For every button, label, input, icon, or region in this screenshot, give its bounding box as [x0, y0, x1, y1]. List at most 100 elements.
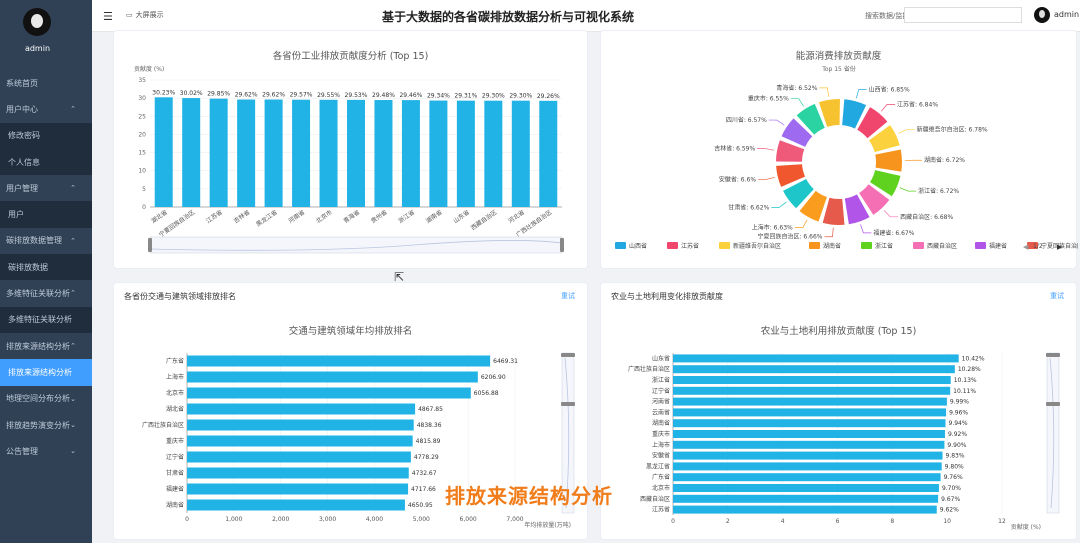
sidebar-item-1[interactable]: 用户中心 ⌃	[0, 96, 92, 122]
bar-label: 29.53%	[345, 92, 368, 99]
bar	[673, 430, 945, 438]
bar	[673, 365, 955, 374]
bar-label: 4650.95	[408, 502, 433, 509]
x-axis-label: 年均排放量(万吨)	[524, 521, 571, 529]
y-tick-label: 重庆市	[652, 430, 670, 438]
bar-label: 6056.88	[474, 390, 499, 397]
bar	[673, 376, 951, 384]
bar-label: 9.92%	[948, 431, 967, 438]
sidebar-item-8[interactable]: 多维特征关联分析 ⌃	[0, 280, 92, 306]
overlay-caption: 排放来源结构分析	[445, 484, 613, 508]
bar-label: 4717.66	[411, 486, 436, 493]
y-tick-label: 30	[138, 95, 146, 102]
pie-label: 吉林省: 6.59%	[714, 145, 755, 153]
sidebar-item-label: 碳排放数据管理	[6, 236, 62, 246]
legend-prev-icon: ◀	[1023, 243, 1029, 251]
bar-label: 29.62%	[262, 92, 285, 99]
sidebar-item-6[interactable]: 碳排放数据管理 ⌃	[0, 228, 92, 254]
x-tick-label: 4	[781, 518, 785, 525]
pie-label-line	[757, 148, 775, 151]
bar-label: 29.46%	[399, 92, 422, 99]
sidebar-item-label: 地理空间分布分析	[6, 394, 70, 404]
bar-label: 6206.90	[481, 374, 506, 381]
y-tick-label: 35	[138, 77, 146, 84]
transport-retry-button[interactable]: 重试	[561, 292, 575, 300]
pie-slice	[781, 118, 813, 147]
pie-label-line	[860, 224, 872, 234]
sidebar-item-7[interactable]: 碳排放数据	[0, 254, 92, 281]
sidebar-item-label: 公告管理	[6, 446, 38, 456]
sidebar-item-label: 多维特征关联分析	[8, 315, 72, 325]
bar-label: 6469.31	[493, 358, 518, 365]
pie-slice	[857, 107, 888, 139]
zoom-slider-shadow	[149, 240, 563, 251]
sidebar-item-5[interactable]: 用户	[0, 201, 92, 228]
bar-label: 30.02%	[180, 90, 203, 97]
sidebar-item-10[interactable]: 排放来源结构分析 ⌃	[0, 333, 92, 359]
bar-label: 29.30%	[482, 93, 505, 100]
chevron-icon: ⌃	[70, 105, 76, 114]
big-screen-link[interactable]: ▭ 大屏展示	[126, 10, 167, 20]
y-tick-label: 西藏自治区	[640, 495, 670, 503]
bar	[209, 98, 228, 207]
y-tick-label: 10	[138, 168, 146, 175]
x-tick-label: 2	[726, 518, 730, 525]
transport-card-title: 各省份交通与建筑领域排放排名	[124, 292, 236, 301]
sidebar-item-label: 碳排放数据	[8, 262, 48, 272]
bar	[154, 97, 173, 207]
bar	[292, 99, 311, 207]
agriculture-chart: 0 2 4 6 8 10 12 山东省 10.42% 广西壮族自治区 10.28% 浙江省 10.13%…	[628, 352, 1060, 531]
pie-label: 安徽省: 6.6%	[719, 175, 756, 183]
bar-label: 9.70%	[942, 485, 961, 492]
sidebar-item-label: 系统首页	[6, 78, 38, 88]
search-input[interactable]	[904, 7, 1022, 23]
bar	[401, 100, 420, 207]
pie-label: 福建省: 6.67%	[873, 229, 914, 237]
bar	[187, 403, 416, 415]
pie-slice	[859, 184, 890, 215]
bar	[187, 355, 491, 367]
hamburger-icon[interactable]: ☰	[103, 10, 113, 23]
bar	[673, 462, 942, 471]
pie-label: 浙江省: 6.72%	[918, 187, 959, 195]
bar-label: 29.55%	[317, 92, 340, 99]
y-tick-label: 广东省	[652, 473, 670, 481]
sidebar-item-14[interactable]: 公告管理 ⌄	[0, 438, 92, 464]
sidebar-item-label: 用户	[8, 210, 24, 220]
bar-label: 10.13%	[954, 377, 977, 384]
sidebar-item-11[interactable]: 排放来源结构分析	[0, 359, 92, 386]
sidebar-item-label: 排放来源结构分析	[6, 341, 70, 351]
y-tick-label: 重庆市	[166, 437, 184, 445]
bar-label: 4838.36	[417, 422, 442, 429]
sidebar-item-12[interactable]: 地理空间分布分析 ⌄	[0, 386, 92, 412]
chevron-icon: ⌄	[70, 394, 76, 403]
x-tick-label: 贵州省	[369, 208, 388, 225]
chevron-icon: ⌄	[70, 447, 76, 456]
sidebar-item-3[interactable]: 个人信息	[0, 148, 92, 176]
bar	[539, 100, 558, 207]
bar-label: 29.48%	[372, 92, 395, 99]
pie-slice	[870, 170, 901, 197]
x-tick-label: 7,000	[506, 516, 523, 523]
bar-label: 9.83%	[946, 453, 965, 460]
chevron-icon: ⌄	[70, 420, 76, 429]
pie-label-line	[899, 187, 917, 192]
x-tick-label: 0	[671, 518, 675, 525]
user-avatar[interactable]	[1034, 7, 1050, 23]
user-name[interactable]: admin	[1054, 10, 1080, 19]
sidebar-item-2[interactable]: 修改密码	[0, 122, 92, 149]
agriculture-retry-button[interactable]: 重试	[1050, 292, 1064, 300]
bar-label: 9.99%	[950, 399, 969, 406]
y-tick-label: 河南省	[652, 398, 670, 406]
sidebar-item-9[interactable]: 多维特征关联分析	[0, 306, 92, 333]
sidebar-item-13[interactable]: 排放趋势演变分析 ⌄	[0, 412, 92, 438]
sidebar-item-0[interactable]: 系统首页	[0, 70, 92, 96]
pie-label-line	[771, 201, 787, 208]
pie-slice	[844, 194, 870, 225]
legend-swatch	[861, 242, 872, 249]
transport-chart-title: 交通与建筑领域年均排放排名	[288, 326, 413, 337]
y-tick-label: 北京市	[166, 389, 184, 397]
bar-label: 29.26%	[537, 93, 560, 100]
legend-swatch	[975, 242, 986, 249]
sidebar-item-4[interactable]: 用户管理 ⌃	[0, 175, 92, 201]
